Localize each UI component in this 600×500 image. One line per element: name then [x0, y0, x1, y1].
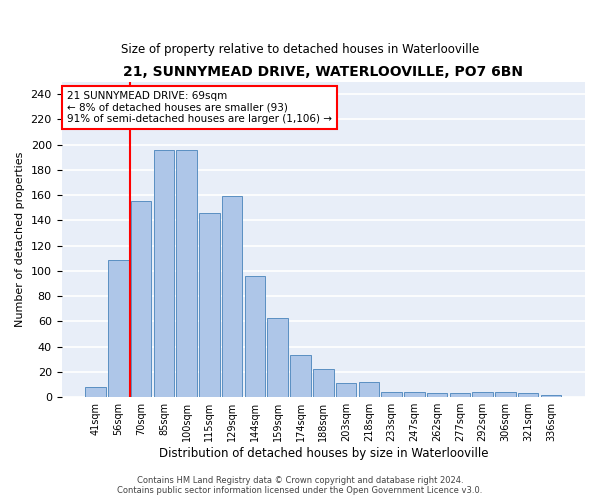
- Bar: [541, 394, 561, 397]
- Bar: [245, 276, 265, 397]
- Text: Size of property relative to detached houses in Waterlooville: Size of property relative to detached ho…: [121, 42, 479, 56]
- X-axis label: Distribution of detached houses by size in Waterlooville: Distribution of detached houses by size …: [158, 447, 488, 460]
- Bar: [85, 387, 106, 397]
- Bar: [427, 394, 448, 397]
- Bar: [359, 382, 379, 397]
- Bar: [518, 394, 538, 397]
- Bar: [108, 260, 128, 397]
- Text: Contains HM Land Registry data © Crown copyright and database right 2024.
Contai: Contains HM Land Registry data © Crown c…: [118, 476, 482, 495]
- Bar: [268, 318, 288, 397]
- Bar: [176, 150, 197, 397]
- Text: 21 SUNNYMEAD DRIVE: 69sqm
← 8% of detached houses are smaller (93)
91% of semi-d: 21 SUNNYMEAD DRIVE: 69sqm ← 8% of detach…: [67, 91, 332, 124]
- Bar: [495, 392, 515, 397]
- Bar: [404, 392, 425, 397]
- Bar: [154, 150, 174, 397]
- Bar: [222, 196, 242, 397]
- Bar: [472, 392, 493, 397]
- Bar: [382, 392, 402, 397]
- Bar: [199, 213, 220, 397]
- Bar: [336, 383, 356, 397]
- Bar: [290, 356, 311, 397]
- Y-axis label: Number of detached properties: Number of detached properties: [15, 152, 25, 327]
- Bar: [449, 394, 470, 397]
- Bar: [313, 370, 334, 397]
- Bar: [131, 202, 151, 397]
- Title: 21, SUNNYMEAD DRIVE, WATERLOOVILLE, PO7 6BN: 21, SUNNYMEAD DRIVE, WATERLOOVILLE, PO7 …: [123, 65, 523, 79]
